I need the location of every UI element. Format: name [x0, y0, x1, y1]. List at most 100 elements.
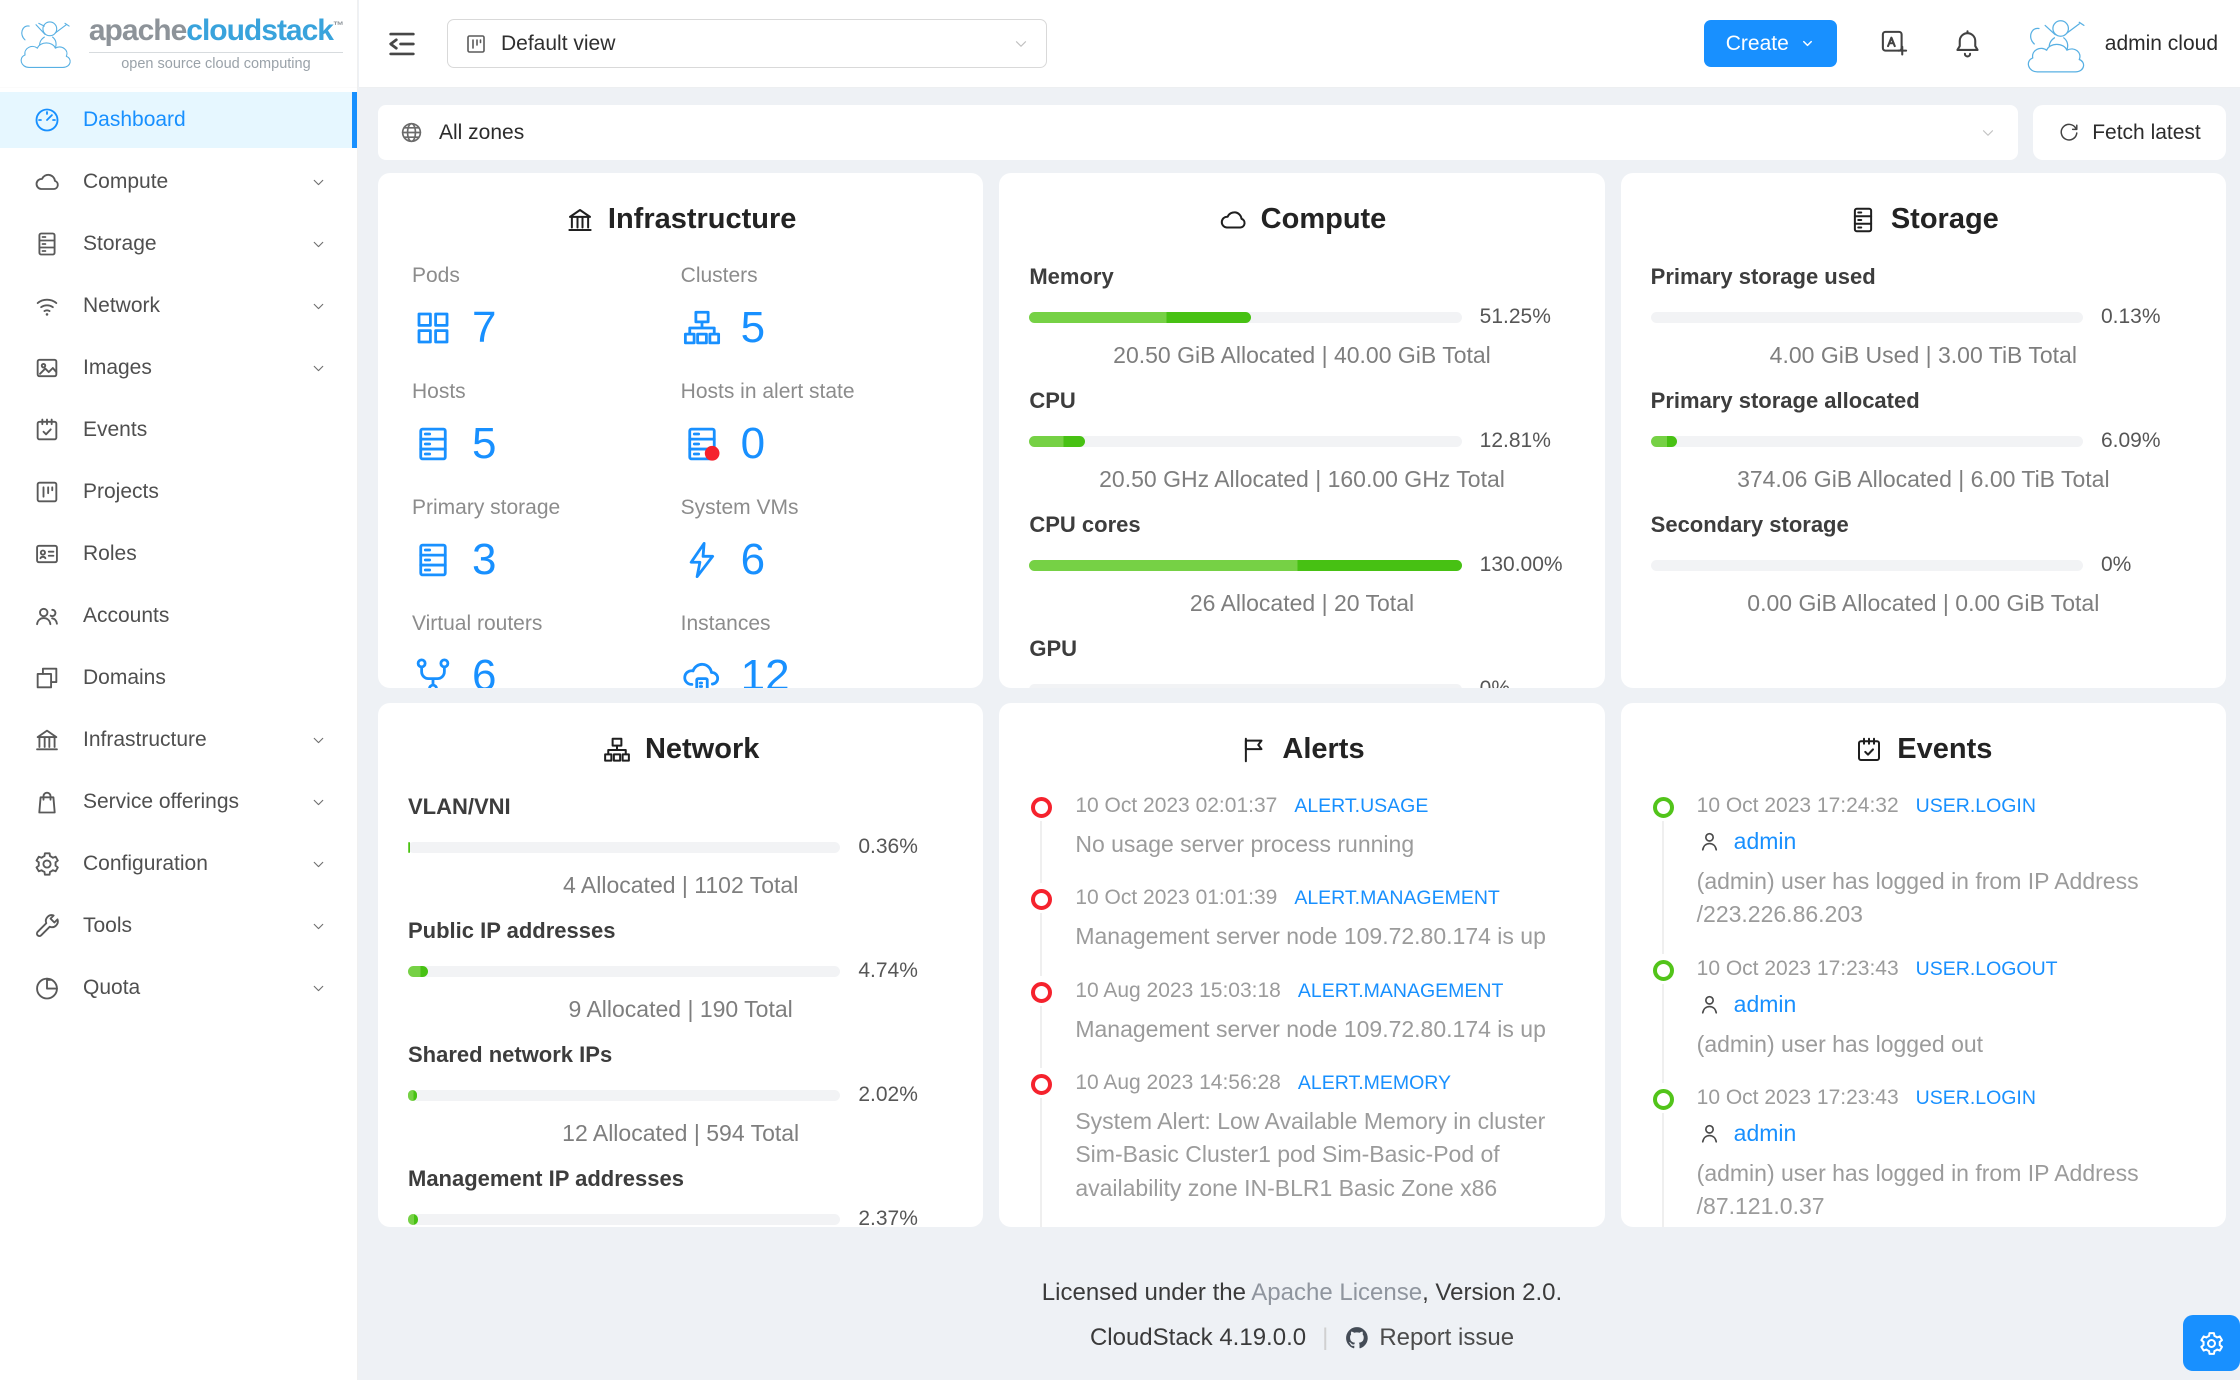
metric-management-ip: Management IP addresses 2.37% 6 Allocate…	[408, 1166, 918, 1227]
translate-icon[interactable]	[1879, 28, 1910, 59]
pie-chart-icon	[36, 977, 58, 1000]
monkey-cloud-logo-icon	[20, 20, 71, 68]
sidebar-item-quota[interactable]: Quota	[0, 960, 357, 1016]
sidebar-item-domains[interactable]: Domains	[0, 650, 357, 706]
event-user-link[interactable]: admin	[1733, 1120, 1797, 1147]
infrastructure-card: Infrastructure Pods 7 Clusters 5 Hosts 5	[378, 173, 984, 688]
event-type-link[interactable]: USER.LOGIN	[1915, 795, 2036, 817]
user-name[interactable]: admin cloud	[2104, 31, 2218, 55]
compute-card-title: Compute	[1029, 203, 1574, 236]
brand-title: apachecloudstack™	[88, 13, 344, 47]
bell-icon[interactable]	[1952, 28, 1983, 59]
flag-icon	[1245, 737, 1263, 762]
progress-bar	[1650, 435, 2083, 447]
sidebar-item-service-offerings[interactable]: Service offerings	[0, 774, 357, 830]
storage-card: Storage Primary storage used 0.13% 4.00 …	[1620, 173, 2226, 688]
view-select[interactable]: Default view	[447, 19, 1047, 68]
sidebar-item-configuration[interactable]: Configuration	[0, 836, 357, 892]
sidebar-item-infrastructure[interactable]: Infrastructure	[0, 712, 357, 768]
alert-dot	[1031, 1074, 1053, 1096]
metric-public-ip: Public IP addresses 4.74% 9 Allocated | …	[408, 918, 918, 1022]
menu-fold-icon[interactable]	[385, 27, 419, 61]
event-dot	[1652, 959, 1674, 981]
progress-bar	[1029, 311, 1462, 323]
stat-system-vms[interactable]: System VMs 6	[680, 496, 799, 584]
alerts-timeline: 10 Oct 2023 02:01:37 ALERT.USAGE No usage…	[1029, 794, 1574, 1227]
cluster-icon	[604, 737, 630, 762]
metric-vlan: VLAN/VNI 0.36% 4 Allocated | 1102 Total	[408, 794, 918, 898]
metric-secondary-storage: Secondary storage 0% 0.00 GiB Allocated …	[1650, 512, 2132, 616]
version-label: CloudStack 4.19.0.0	[1089, 1324, 1307, 1351]
sidebar-item-images[interactable]: Images	[0, 340, 357, 396]
event-type-link[interactable]: USER.LOGIN	[1915, 1087, 2036, 1110]
server-alert-icon	[688, 427, 720, 461]
metric-memory: Memory 51.25% 20.50 GiB Allocated | 40.0…	[1029, 264, 1551, 368]
appstore-icon	[417, 312, 449, 344]
view-select-value: Default view	[501, 31, 616, 55]
apache-license-link[interactable]: Apache License	[1251, 1279, 1423, 1306]
sidebar-item-storage[interactable]: Storage	[0, 216, 357, 272]
cluster-icon	[683, 310, 720, 345]
alert-type-link[interactable]: ALERT.USAGE	[1294, 795, 1429, 817]
stat-hosts[interactable]: Hosts 5	[412, 380, 497, 468]
sidebar-item-compute[interactable]: Compute	[0, 154, 357, 210]
progress-bar	[1029, 435, 1462, 447]
user-avatar[interactable]	[2017, 13, 2095, 75]
chevron-down-icon	[313, 985, 324, 991]
alert-type-link[interactable]: ALERT.MEMORY	[1297, 1072, 1452, 1095]
team-icon	[36, 607, 58, 626]
app-logo[interactable]: apachecloudstack™ open source cloud comp…	[0, 0, 357, 88]
event-user-link[interactable]: admin	[1733, 828, 1797, 854]
thunderbolt-icon	[689, 541, 714, 579]
create-button[interactable]: Create	[1703, 20, 1837, 67]
sidebar-item-projects[interactable]: Projects	[0, 464, 357, 520]
sidebar-item-roles[interactable]: Roles	[0, 526, 357, 582]
report-issue-link[interactable]: Report issue	[1344, 1324, 1514, 1352]
sidebar-item-events[interactable]: Events	[0, 402, 357, 458]
event-user-link[interactable]: admin	[1733, 990, 1797, 1017]
metric-cpu: CPU 12.81% 20.50 GHz Allocated | 160.00 …	[1029, 388, 1551, 492]
progress-bar	[1650, 559, 2083, 571]
storage-icon	[1853, 207, 1872, 232]
metric-gpu: GPU 0% 0 Allocated | 0 Total	[1029, 636, 1574, 688]
sidebar-item-network[interactable]: Network	[0, 278, 357, 334]
cloud-icon	[35, 173, 59, 190]
alert-item: 10 Aug 2023 14:56:28 ALERT.MEMORY System …	[1031, 1071, 1574, 1227]
alert-type-link[interactable]: ALERT.MANAGEMENT	[1297, 979, 1504, 1002]
wrench-icon	[36, 914, 59, 937]
alert-item: 10 Oct 2023 02:01:37 ALERT.USAGE No usage…	[1031, 794, 1574, 884]
stat-primary-storage[interactable]: Primary storage 3	[412, 496, 561, 584]
brand-tagline: open source cloud computing	[88, 51, 343, 72]
metric-primary-storage-used: Primary storage used 0.13% 4.00 GiB Used…	[1650, 264, 2161, 368]
sidebar-menu: Dashboard Compute Storage Network Images…	[0, 88, 357, 1016]
sidebar-item-dashboard[interactable]: Dashboard	[0, 92, 357, 148]
stat-pods[interactable]: Pods 7	[412, 264, 497, 352]
wifi-icon	[36, 298, 58, 316]
alert-type-link[interactable]: ALERT.MANAGEMENT	[1294, 887, 1500, 910]
project-board-icon	[36, 481, 58, 503]
content: All zones Fetch latest Infrastructure Po…	[359, 88, 2240, 1380]
shopping-bag-icon	[38, 791, 56, 814]
chevron-down-icon	[313, 861, 324, 867]
license-line: Licensed under the Apache License, Versi…	[1041, 1279, 1563, 1306]
zone-select[interactable]: All zones	[378, 105, 2018, 160]
fork-icon	[416, 658, 450, 688]
sidebar-item-tools[interactable]: Tools	[0, 898, 357, 954]
events-card-title: Events	[1651, 733, 2196, 766]
progress-bar	[1029, 683, 1462, 688]
stat-virtual-routers[interactable]: Virtual routers 6	[412, 612, 681, 688]
event-item: 10 Oct 2023 17:24:32 USER.LOGIN admin (ad…	[1652, 794, 2196, 954]
settings-fab-button[interactable]	[2183, 1315, 2240, 1371]
event-type-link[interactable]: USER.LOGOUT	[1915, 957, 2058, 980]
stat-clusters[interactable]: Clusters 5	[680, 264, 766, 352]
alert-item: 10 Oct 2023 01:01:39 ALERT.MANAGEMENT Man…	[1031, 886, 1574, 977]
fetch-latest-button[interactable]: Fetch latest	[2033, 105, 2226, 160]
stat-instances[interactable]: Instances 12	[681, 612, 950, 688]
progress-bar	[1650, 311, 2083, 323]
sidebar-item-accounts[interactable]: Accounts	[0, 588, 357, 644]
progress-bar	[408, 841, 841, 853]
stat-hosts-alert[interactable]: Hosts in alert state 0	[680, 380, 855, 468]
chevron-down-icon	[313, 923, 324, 929]
github-icon	[1346, 1327, 1369, 1349]
alert-dot	[1031, 889, 1053, 911]
